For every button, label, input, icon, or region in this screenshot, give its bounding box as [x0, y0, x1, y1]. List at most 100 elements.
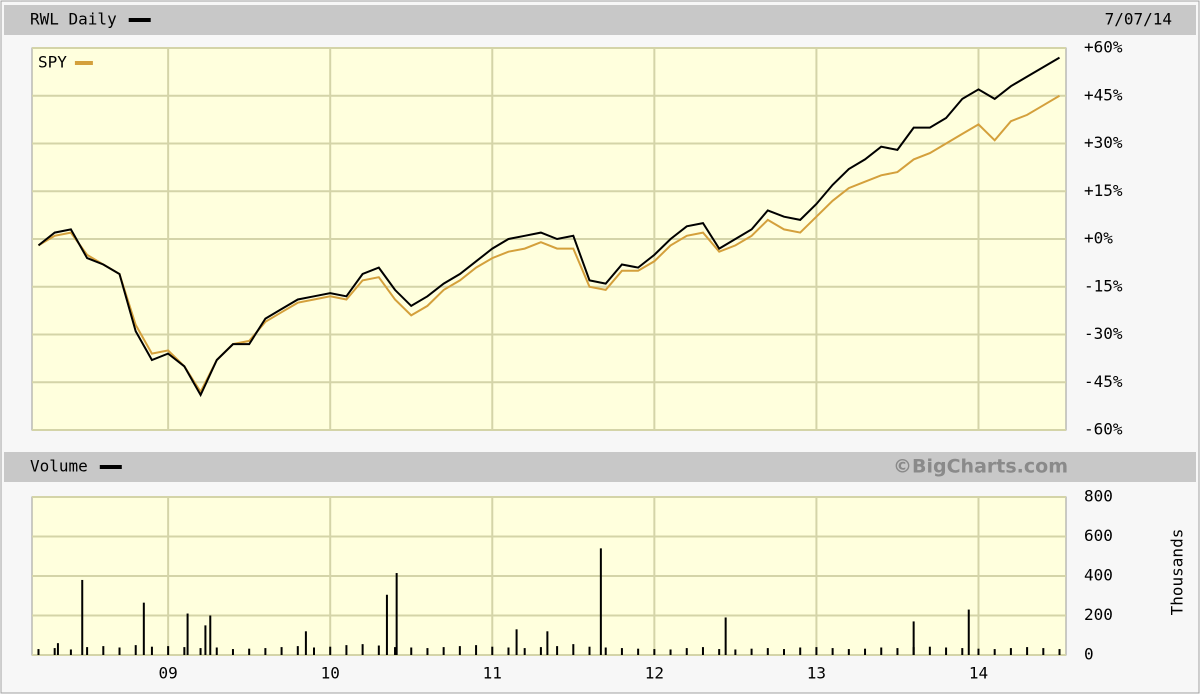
bar — [724, 617, 727, 655]
bar — [264, 648, 267, 655]
y-tick-label: 600 — [1084, 526, 1113, 545]
bar — [81, 579, 84, 655]
bar — [815, 647, 818, 655]
bar — [491, 646, 494, 655]
y-tick-label: 0 — [1084, 645, 1094, 664]
date: 7/07/14 — [1105, 10, 1172, 29]
bar — [1026, 647, 1029, 655]
bar — [296, 646, 299, 655]
bar — [1009, 648, 1012, 655]
bar — [523, 648, 526, 655]
x-tick-label: 09 — [159, 664, 178, 683]
bar — [186, 613, 189, 655]
x-tick-label: 11 — [483, 664, 502, 683]
bar — [967, 609, 970, 655]
bar — [385, 594, 388, 655]
bar — [215, 647, 218, 655]
bar — [410, 647, 413, 655]
credit: ©BigCharts.com — [893, 456, 1068, 478]
bar — [701, 647, 704, 655]
volume-header — [4, 452, 1196, 482]
bar — [183, 647, 186, 655]
bar — [928, 646, 931, 655]
bar — [572, 644, 575, 655]
series-name: Volume — [30, 457, 88, 476]
bar — [669, 649, 672, 655]
bar — [718, 649, 721, 655]
bar — [280, 647, 283, 655]
y-tick-label: +15% — [1084, 181, 1123, 200]
bar — [620, 648, 623, 655]
y-tick-label: 400 — [1084, 566, 1113, 585]
bar — [329, 646, 332, 655]
bar — [556, 646, 559, 655]
bar — [515, 629, 518, 655]
y-tick-label: +60% — [1084, 38, 1123, 57]
price-header — [4, 5, 1196, 35]
bar — [637, 648, 640, 655]
bar — [831, 648, 834, 655]
bar — [204, 625, 207, 655]
y-tick-label: 800 — [1084, 487, 1113, 506]
bar — [231, 649, 234, 655]
bar — [799, 647, 802, 655]
bar — [426, 648, 429, 655]
bar — [685, 648, 688, 655]
bar — [1058, 649, 1061, 655]
y-tick-label: -30% — [1084, 324, 1123, 343]
bar — [150, 646, 153, 655]
bar — [734, 649, 737, 655]
bar — [766, 648, 769, 655]
bar — [599, 548, 602, 655]
bar — [961, 648, 964, 655]
bar — [546, 631, 549, 655]
y-tick-label: -60% — [1084, 420, 1123, 439]
bar — [394, 647, 397, 655]
bar — [539, 647, 542, 655]
bar — [134, 645, 137, 655]
bar — [750, 648, 753, 655]
y-tick-label: +45% — [1084, 85, 1123, 104]
bar — [361, 644, 364, 655]
bar — [896, 648, 899, 655]
bar — [304, 631, 307, 655]
bar — [912, 621, 915, 655]
x-tick-label: 12 — [645, 664, 664, 683]
bar — [880, 647, 883, 655]
bar — [118, 647, 121, 655]
bar — [588, 646, 591, 655]
bar — [345, 645, 348, 655]
bar — [167, 646, 170, 655]
bar — [604, 647, 607, 655]
bar — [248, 648, 251, 655]
series-line — [37, 56, 1061, 398]
bar — [69, 649, 72, 655]
bar — [993, 649, 996, 655]
bar — [53, 648, 56, 655]
bar — [783, 649, 785, 655]
y-tick-label: -45% — [1084, 372, 1123, 391]
bar — [945, 647, 948, 655]
bar — [37, 649, 40, 655]
bar — [395, 573, 398, 655]
bar — [209, 615, 212, 655]
bar — [313, 647, 315, 655]
legend-label: SPY — [38, 53, 67, 72]
bar — [864, 648, 867, 655]
x-tick-label: 14 — [969, 664, 988, 683]
x-tick-label: 13 — [807, 664, 826, 683]
series-name: RWL Daily — [30, 10, 117, 29]
bar — [102, 646, 105, 655]
y-tick-label: -15% — [1084, 276, 1123, 295]
bar — [475, 645, 478, 655]
bar — [142, 602, 145, 655]
y-axis-label: Thousands — [1168, 529, 1187, 616]
bar — [377, 645, 380, 655]
bar — [442, 647, 445, 655]
bar — [56, 643, 59, 655]
y-tick-label: +0% — [1084, 229, 1113, 248]
x-tick-label: 10 — [321, 664, 340, 683]
bar — [458, 646, 461, 655]
bar — [199, 648, 202, 655]
